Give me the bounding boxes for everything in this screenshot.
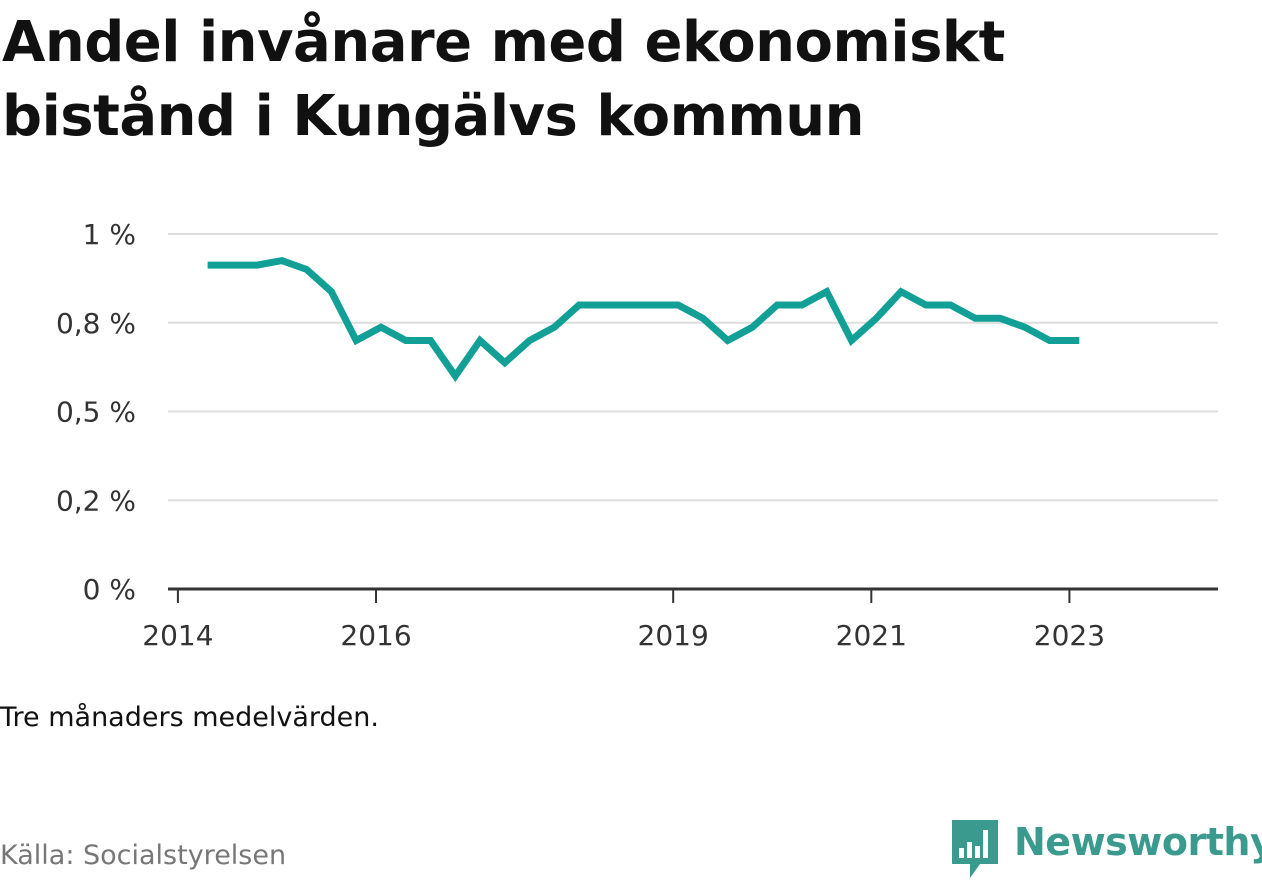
x-tick-label: 2016	[340, 619, 411, 652]
brand-name: Newsworthy	[1014, 820, 1262, 864]
y-tick-label: 0,5 %	[56, 396, 136, 429]
x-tick-label: 2019	[638, 619, 709, 652]
source-credit: Källa: Socialstyrelsen	[0, 840, 287, 871]
series-line-0	[207, 256, 1080, 383]
y-tick-label: 0,2 %	[56, 484, 136, 517]
y-axis-labels: 0 % 0,2 % 0,5 % 0,8 % 1 %	[56, 218, 136, 606]
brand-logo: Newsworthy	[950, 818, 1262, 878]
y-tick-label: 0 %	[83, 573, 136, 606]
y-tick-label: 1 %	[83, 218, 136, 251]
newsworthy-logo-icon	[952, 820, 998, 878]
x-axis: 2014 2016 2019 2021 2023	[142, 587, 1218, 652]
line-chart: 0 %0,2 %0,5 %0,8 %1 % 2014 2016 2019 2021 20…	[56, 218, 1218, 652]
chart-note: Tre månaders medelvärden.	[0, 702, 379, 733]
series-line-layer	[207, 256, 1080, 383]
y-tick-label: 0,8 %	[56, 307, 136, 340]
chart-title: Andel invånare med ekonomiskt bistånd i …	[2, 10, 1005, 149]
x-tick-label: 2023	[1034, 619, 1105, 652]
x-tick-label: 2021	[836, 619, 907, 652]
x-tick-label: 2014	[142, 619, 213, 652]
grid-lines	[168, 233, 1218, 502]
